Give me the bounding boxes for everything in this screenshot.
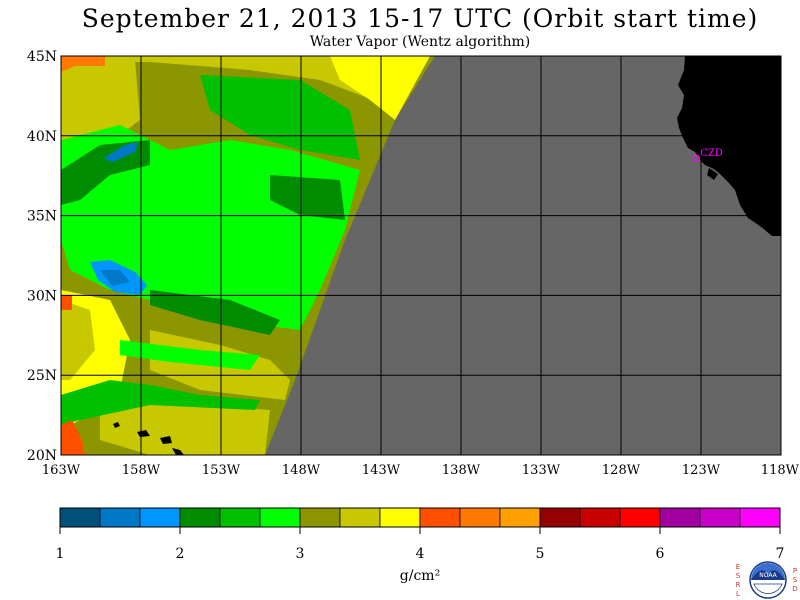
island-molokai [160,436,172,444]
island-kauai [113,422,120,428]
vapor-zone-moderate [100,400,270,455]
vapor-zone-moderate [61,300,95,380]
lon-tick-label: 163W [42,463,81,478]
colorbar-swatch [579,507,621,528]
logo-letter: S [792,576,798,584]
lon-tick-label: 118W [761,463,800,478]
station-circle [692,154,700,162]
lon-tick-label: 143W [362,463,401,478]
lat-tick-label: 30N [27,288,57,304]
logo-letter: R [735,581,741,589]
colorbar-swatch [379,507,421,528]
lon-tick-label: 138W [442,463,481,478]
colorbar-swatch [659,507,701,528]
vapor-zone-moist [120,340,260,370]
map-border [60,55,782,456]
lon-tick-label: 128W [602,463,641,478]
longitude-axis: 163W 158W 153W 148W 143W 138W 133W 128W 123W 118W [42,463,800,478]
vapor-zone-wet [61,140,150,205]
land-bay [707,168,718,180]
colorbar-tick-label: 5 [536,546,545,562]
lon-tick-label: 148W [282,463,321,478]
lat-tick-label: 35N [27,209,57,225]
map-gridlines [61,56,781,455]
lon-tick-label: 153W [202,463,241,478]
colorbar-units: g/cm² [400,568,440,584]
colorbar-swatch [99,507,141,528]
vapor-zone-dry [104,142,138,162]
map-field [61,56,781,455]
logo-letter: L [736,590,740,598]
noaa-logo-icon: NOAA [749,561,787,599]
vapor-zone-very-high [61,56,105,72]
lon-tick-label: 123W [682,463,721,478]
vapor-zone-wet [150,290,280,335]
colorbar-swatch [419,507,461,528]
lat-tick-label: 25N [27,368,57,384]
station-label: CZD [700,148,723,159]
vapor-zone-very-high [61,420,85,455]
no-data-swath [265,56,781,455]
island-maui [172,448,184,455]
colorbar-tick-label: 3 [296,546,305,562]
map-title: September 21, 2013 15-17 UTC (Orbit star… [81,4,759,33]
lat-tick-label: 20N [27,448,57,464]
noaa-logo-text: NOAA [759,572,777,579]
colorbar-swatch [59,507,101,528]
vapor-zone-moist [200,75,360,160]
logo-letter: D [792,585,798,593]
island-oahu [137,430,150,437]
colorbar-swatch [739,507,781,528]
map-subtitle: Water Vapor (Wentz algorithm) [309,34,531,50]
logo-letter: S [735,572,741,580]
vapor-zone-wet [270,175,345,220]
latitude-axis: 45N 40N 35N 30N 25N 20N [27,49,57,464]
colorbar [59,507,781,528]
logo-letter: P [792,567,798,575]
colorbar-tick-label: 7 [776,546,785,562]
colorbar-swatch [219,507,261,528]
land-california [677,56,781,236]
vapor-zone-high [330,56,430,120]
colorbar-tick-label: 1 [56,546,65,562]
vapor-zone-very-high [61,295,72,310]
logo-right-letters: P S D [791,567,799,594]
colorbar-swatch [459,507,501,528]
lat-tick-label: 40N [27,129,57,145]
colorbar-ticks: 1 2 3 4 5 6 7 [56,527,785,562]
logo-letter: E [735,563,741,571]
colorbar-tick-label: 2 [176,546,185,562]
vapor-zone-dry [100,270,130,286]
colorbar-swatch [139,507,181,528]
lat-tick-label: 45N [27,49,57,65]
colorbar-tick-label: 6 [656,546,665,562]
colorbar-swatch [619,507,661,528]
lon-tick-label: 158W [122,463,161,478]
colorbar-tick-label: 4 [416,546,425,562]
logo-left-letters: E S R L [734,563,742,599]
colorbar-swatch [539,507,581,528]
vapor-zone-moist [61,380,260,425]
colorbar-swatch [699,507,741,528]
colorbar-swatch [499,507,541,528]
colorbar-swatch [299,507,341,528]
colorbar-swatch [179,507,221,528]
station-marker-czd: CZD [692,148,723,162]
lon-tick-label: 133W [522,463,561,478]
colorbar-swatch [339,507,381,528]
colorbar-swatch [259,507,301,528]
